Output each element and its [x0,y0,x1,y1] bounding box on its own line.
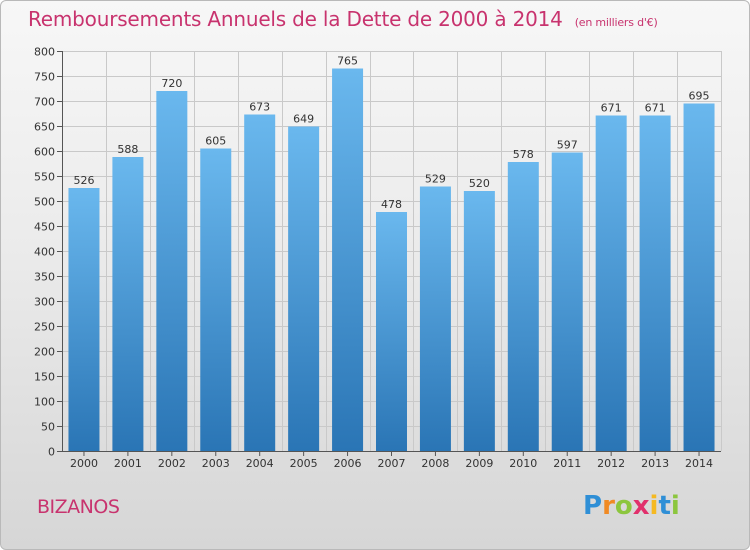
x-tick-label: 2000 [70,457,98,470]
bar [244,114,276,451]
x-tick-label: 2007 [378,457,406,470]
axes [57,51,721,456]
data-label: 765 [337,55,358,68]
data-label: 605 [205,135,226,148]
chart-subtitle: (en milliers d'€) [574,16,658,29]
bar [200,148,232,451]
y-tick-label: 300 [34,296,55,309]
x-tick-label: 2002 [158,457,186,470]
town-name: BIZANOS [37,496,120,518]
data-label: 671 [645,102,666,115]
x-tick-label: 2013 [641,457,669,470]
bar [639,115,671,451]
bars [68,68,715,451]
logo-letter: x [632,491,650,521]
logo-letter: P [583,491,603,521]
proxiti-logo[interactable]: Proxiti [583,491,680,521]
bar [683,103,715,451]
data-label: 720 [161,77,182,90]
y-tick-label: 550 [34,171,55,184]
data-label: 529 [425,173,446,186]
chart-title-text: Remboursements Annuels de la Dette de 20… [28,7,563,31]
y-tick-label: 600 [34,146,55,159]
bar [156,91,188,451]
x-tick-label: 2008 [421,457,449,470]
y-tick-label: 150 [34,371,55,384]
bar [419,186,451,451]
data-label: 695 [689,90,710,103]
x-tick-label: 2009 [465,457,493,470]
data-label: 588 [117,143,138,156]
logo-letter: i [670,491,680,521]
bar [463,191,495,451]
bar [507,162,539,451]
y-tick-label: 500 [34,196,55,209]
y-tick-label: 800 [34,46,55,59]
x-tick-label: 2012 [597,457,625,470]
y-tick-label: 400 [34,246,55,259]
y-tick-label: 100 [34,396,55,409]
bar [68,188,100,451]
bar [288,126,320,451]
x-tick-label: 2001 [114,457,142,470]
data-label: 673 [249,101,270,114]
y-tick-label: 700 [34,96,55,109]
y-tick-label: 200 [34,346,55,359]
labels: 0 50 100 150 200 250 300 350 400 450 500 550 600 650 7… [34,46,713,471]
logo-letter: o [614,491,633,521]
y-tick-label: 50 [41,421,55,434]
x-tick-label: 2003 [202,457,230,470]
logo-letter: t [658,491,671,521]
x-tick-label: 2004 [246,457,274,470]
data-label: 520 [469,177,490,190]
logo-letter: i [649,491,659,521]
x-tick-label: 2005 [290,457,318,470]
y-tick-label: 750 [34,71,55,84]
y-tick-label: 0 [48,446,55,459]
y-tick-label: 350 [34,271,55,284]
data-label: 478 [381,198,402,211]
x-tick-label: 2006 [334,457,362,470]
data-label: 578 [513,148,534,161]
bar [376,212,407,451]
bar [595,115,627,451]
data-label: 597 [557,139,578,152]
bar [551,152,583,451]
bar [112,157,144,451]
bar [332,68,364,451]
chart-title: Remboursements Annuels de la Dette de 20… [28,7,658,31]
y-tick-label: 250 [34,321,55,334]
logo-letter: r [602,491,615,521]
y-tick-label: 450 [34,221,55,234]
x-tick-label: 2010 [509,457,537,470]
data-label: 526 [73,174,94,187]
data-label: 671 [601,102,622,115]
data-label: 649 [293,113,314,126]
x-tick-label: 2011 [553,457,581,470]
y-tick-label: 650 [34,121,55,134]
x-tick-label: 2014 [685,457,713,470]
